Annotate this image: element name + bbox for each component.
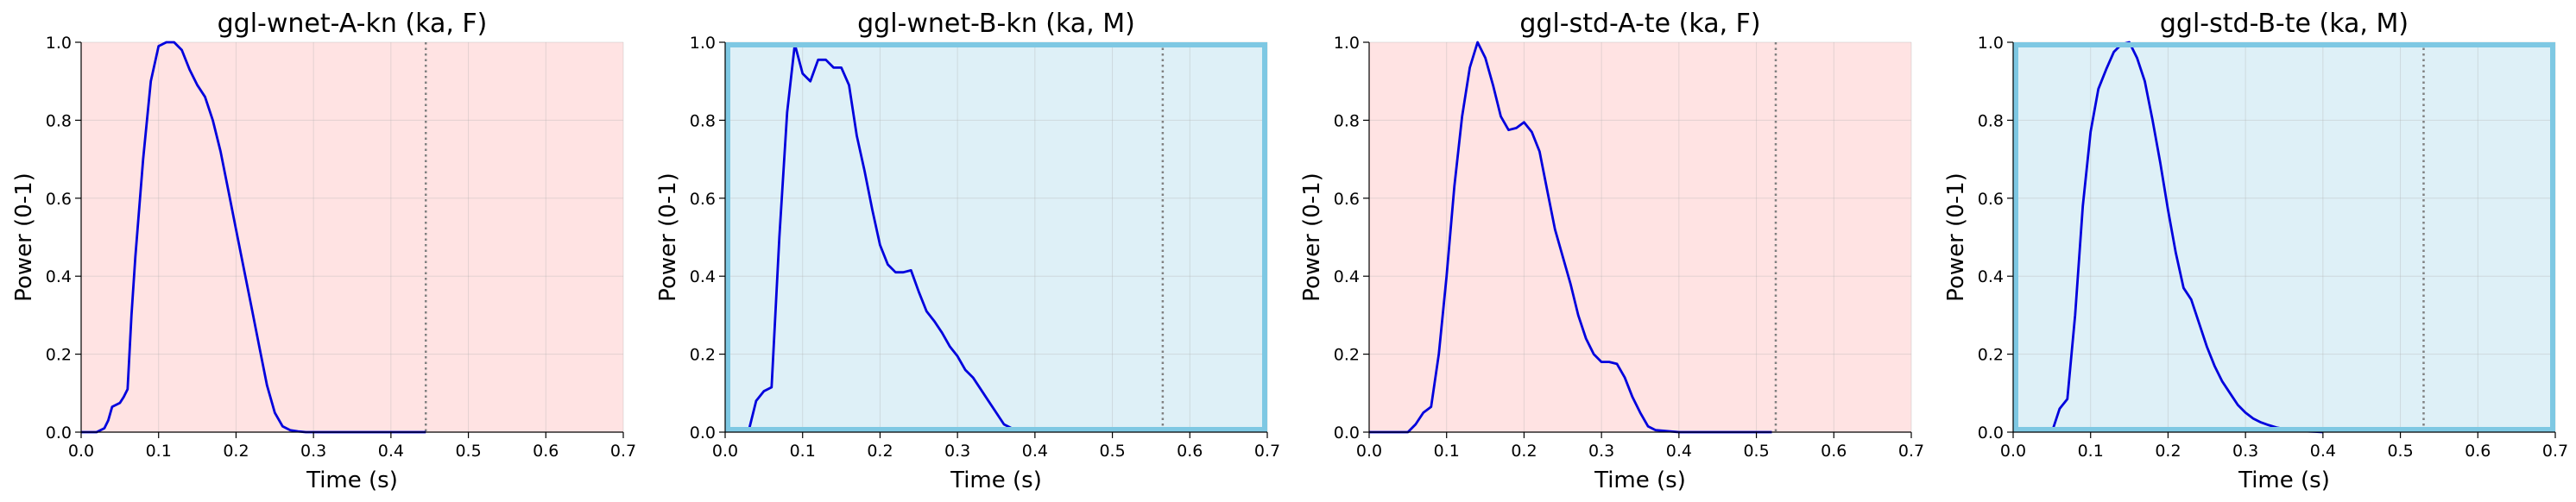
- x-tick-label: 0.7: [1898, 442, 1924, 461]
- y-tick-label: 0.8: [1978, 111, 2004, 130]
- y-tick-label: 0.2: [46, 346, 72, 365]
- y-tick-label: 1.0: [1334, 34, 1360, 53]
- y-tick-label: 0.4: [1978, 267, 2004, 286]
- y-tick-label: 0.6: [1334, 190, 1360, 209]
- y-tick-label: 0.0: [690, 424, 716, 442]
- y-tick-label: 0.6: [1978, 190, 2004, 209]
- y-tick-label: 0.0: [1334, 424, 1360, 442]
- x-tick-label: 0.7: [2542, 442, 2568, 461]
- subplot-4: 0.0 0.1 0.2 0.3 0.4 0.5 0.6 0.7 0.0 0.2 0.4 0.6 0.8 1…: [1943, 9, 2568, 493]
- x-axis-label: Time (s): [2238, 467, 2330, 493]
- y-tick-label: 0.8: [1334, 111, 1360, 130]
- y-tick-label: 0.6: [690, 190, 716, 209]
- x-tick-label: 0.1: [790, 442, 816, 461]
- x-tick-label: 0.3: [2232, 442, 2258, 461]
- x-tick-label: 0.7: [610, 442, 636, 461]
- power-series-line: [81, 41, 426, 434]
- plot-background: [725, 42, 1267, 432]
- x-tick-label: 0.2: [2155, 442, 2181, 461]
- y-axis-label: Power (0-1): [1299, 173, 1325, 302]
- plot-title: ggl-std-A-te (ka, F): [1519, 9, 1760, 39]
- y-tick-label: 1.0: [690, 34, 716, 53]
- x-tick-label: 0.4: [378, 442, 404, 461]
- x-tick-label: 0.0: [712, 442, 738, 461]
- x-tick-label: 0.5: [1099, 442, 1125, 461]
- x-tick-label: 0.2: [223, 442, 249, 461]
- x-tick-label: 0.6: [1821, 442, 1847, 461]
- plot-background: [81, 42, 623, 432]
- x-tick-label: 0.0: [2000, 442, 2026, 461]
- x-tick-label: 0.1: [1434, 442, 1460, 461]
- highlight-border: [2013, 42, 2555, 432]
- y-tick-label: 0.8: [690, 111, 716, 130]
- y-tick-label: 1.0: [46, 34, 72, 53]
- plot-title: ggl-wnet-B-kn (ka, M): [857, 9, 1135, 39]
- highlight-border: [725, 42, 1267, 432]
- x-tick-label: 0.5: [2387, 442, 2413, 461]
- x-tick-label: 0.3: [1588, 442, 1614, 461]
- x-tick-label: 0.6: [2465, 442, 2491, 461]
- x-axis-label: Time (s): [306, 467, 398, 493]
- y-tick-label: 0.6: [46, 190, 72, 209]
- subplot-1: 0.0 0.1 0.2 0.3 0.4 0.5 0.6 0.7 0.0 0.2 0.4 0.6 0.8 1…: [11, 9, 636, 493]
- x-tick-label: 0.7: [1254, 442, 1280, 461]
- x-tick-label: 0.1: [146, 442, 172, 461]
- y-axis-label: Power (0-1): [655, 173, 681, 302]
- x-tick-label: 0.1: [2078, 442, 2104, 461]
- y-tick-label: 0.4: [46, 267, 72, 286]
- x-tick-label: 0.6: [1177, 442, 1203, 461]
- power-series-line: [1369, 41, 1772, 434]
- x-tick-label: 0.4: [2310, 442, 2336, 461]
- x-tick-label: 0.0: [1356, 442, 1382, 461]
- plot-background: [1369, 42, 1911, 432]
- y-tick-label: 0.4: [1334, 267, 1360, 286]
- x-tick-label: 0.0: [68, 442, 94, 461]
- x-axis-label: Time (s): [1594, 467, 1686, 493]
- plot-title: ggl-std-B-te (ka, M): [2160, 9, 2409, 39]
- x-tick-label: 0.3: [300, 442, 326, 461]
- y-tick-label: 0.2: [1334, 346, 1360, 365]
- y-axis-label: Power (0-1): [11, 173, 37, 302]
- y-tick-label: 0.8: [46, 111, 72, 130]
- y-tick-label: 0.2: [1978, 346, 2004, 365]
- y-tick-label: 0.0: [46, 424, 72, 442]
- x-tick-label: 0.5: [1743, 442, 1769, 461]
- x-tick-label: 0.4: [1022, 442, 1048, 461]
- grid: [80, 41, 624, 433]
- y-tick-label: 0.0: [1978, 424, 2004, 442]
- plot-background: [2013, 42, 2555, 432]
- plot-title: ggl-wnet-A-kn (ka, F): [218, 9, 488, 39]
- x-tick-label: 0.3: [944, 442, 970, 461]
- x-tick-label: 0.5: [455, 442, 481, 461]
- y-tick-label: 1.0: [1978, 34, 2004, 53]
- y-tick-label: 0.4: [690, 267, 716, 286]
- x-tick-label: 0.6: [533, 442, 559, 461]
- x-axis-label: Time (s): [950, 467, 1042, 493]
- power-series-line: [747, 42, 1035, 433]
- y-tick-label: 0.2: [690, 346, 716, 365]
- subplot-3: 0.0 0.1 0.2 0.3 0.4 0.5 0.6 0.7 0.0 0.2 0.4 0.6 0.8 1…: [1299, 9, 1924, 493]
- x-tick-label: 0.2: [1511, 442, 1537, 461]
- subplot-2: 0.0 0.1 0.2 0.3 0.4 0.5 0.6 0.7 0.0 0.2 0.4 0.6 0.8 1…: [655, 9, 1280, 493]
- y-axis-label: Power (0-1): [1943, 173, 1969, 302]
- x-tick-label: 0.2: [867, 442, 893, 461]
- x-tick-label: 0.4: [1666, 442, 1692, 461]
